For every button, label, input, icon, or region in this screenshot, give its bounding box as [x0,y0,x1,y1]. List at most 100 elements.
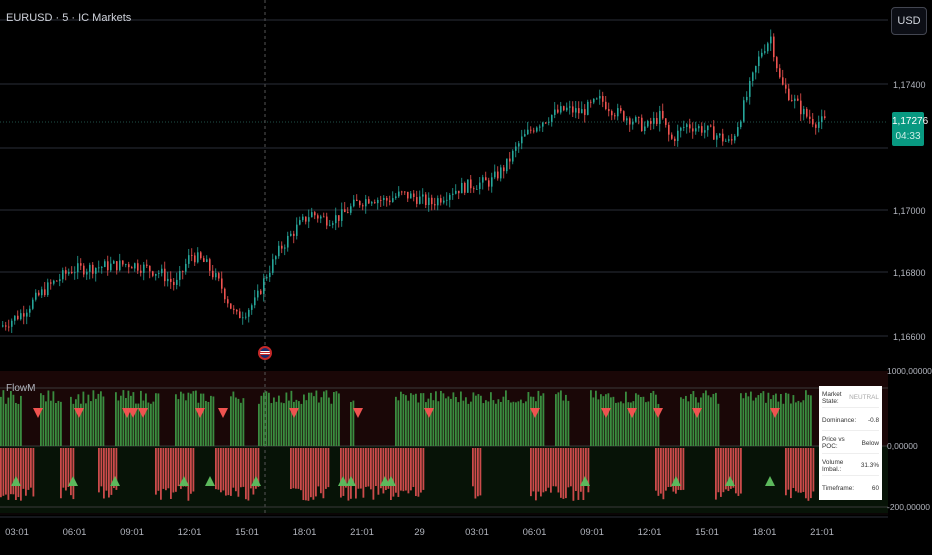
candle-body [638,117,640,118]
flow-bar-positive [132,392,135,446]
candle-body [332,223,334,225]
flow-bar-negative [585,448,587,487]
flow-bar-negative [787,448,790,490]
bar-countdown: 04:33 [895,131,921,142]
flow-bar-negative [245,448,247,500]
flow-bar-positive [455,396,457,446]
candle-body [776,57,778,69]
flow-bar-positive [52,391,55,446]
info-label: Dominance: [822,416,857,424]
candle-body [671,134,673,139]
candle-body [479,182,481,189]
candle-body [692,128,694,132]
flow-bar-negative [237,448,240,497]
flow-bar-negative [550,448,552,493]
flow-bar-negative [113,448,115,489]
candle-body [797,98,799,101]
flow-bar-positive [192,391,195,446]
flow-bar-negative [300,448,302,491]
flow-bar-negative [110,448,113,495]
us-flag-event-icon[interactable] [258,346,272,360]
candle-body [440,198,442,203]
flow-bar-negative [105,448,108,491]
candle-body [209,259,211,271]
flow-bar-positive [492,400,495,446]
candle-body [179,271,181,280]
flow-bar-positive [712,393,715,446]
flow-bar-negative [100,448,103,487]
flow-bar-positive [60,401,62,446]
flow-bar-positive [755,397,757,446]
candle-body [605,101,607,110]
flow-bar-positive [522,403,525,446]
flow-bar-positive [207,401,210,446]
flow-bar-negative [675,448,677,494]
candle-body [92,264,94,274]
candle-body [737,127,739,136]
flow-bar-positive [122,390,125,446]
flow-bar-positive [397,400,400,446]
flow-bar-positive [437,401,440,446]
flow-bar-positive [467,403,470,446]
flow-bar-positive [318,402,320,446]
flow-bar-positive [497,399,500,446]
candle-body [233,308,235,310]
flow-bar-negative [587,448,590,493]
flow-bar-positive [782,403,785,446]
candle-body [677,130,679,142]
flow-bar-negative [800,448,802,493]
flow-bar-negative [7,448,10,500]
candle-body [359,200,361,206]
candle-body [269,272,271,278]
flow-bar-negative [810,448,812,499]
flow-bar-negative [235,448,237,492]
flow-bar-positive [70,396,72,446]
candle-body [545,122,547,124]
candle-body [698,126,700,129]
flow-bar-negative [170,448,172,499]
flow-bar-positive [125,398,127,446]
flow-bar-positive [795,402,797,446]
flow-bar-negative [367,448,370,487]
candle-body [14,315,16,321]
flow-bar-negative [327,448,330,488]
up-signal-marker [671,476,681,486]
flow-bar-negative [530,448,532,497]
indicator-title[interactable]: FlowM [6,383,36,394]
flow-bar-positive [710,397,712,446]
currency-button[interactable]: USD [891,7,927,35]
candle-body [518,143,520,147]
flow-bar-negative [320,448,322,494]
down-signal-marker [770,408,780,418]
candle-body [326,216,328,226]
flow-bar-positive [597,399,600,446]
flow-bar-positive [797,400,800,446]
symbol-title[interactable]: EURUSD · 5 · IC Markets [6,12,132,24]
info-value: NEUTRAL [849,394,879,401]
flow-bar-positive [590,390,592,446]
flow-bar-negative [345,448,347,488]
candle-body [668,124,670,135]
flow-bar-positive [147,402,150,446]
flow-bar-negative [17,448,20,498]
candle-body [407,191,409,199]
candle-body [422,194,424,197]
info-row-market-state: Market State: NEUTRAL [822,388,879,408]
flow-bar-positive [422,393,425,446]
time-axis-label: 12:01 [638,527,662,538]
candle-body [824,116,826,118]
flow-bar-negative [392,448,395,497]
down-signal-marker [353,408,363,418]
candle-body [149,265,151,272]
candle-body [257,290,259,298]
flow-bar-negative [67,448,70,487]
flow-bar-negative [802,448,805,492]
flow-bar-negative [577,448,580,500]
flow-bar-positive [507,400,510,446]
flow-bar-positive [770,399,772,446]
flow-bar-negative [20,448,22,501]
flow-bar-positive [242,398,245,446]
flow-bar-positive [75,399,77,446]
